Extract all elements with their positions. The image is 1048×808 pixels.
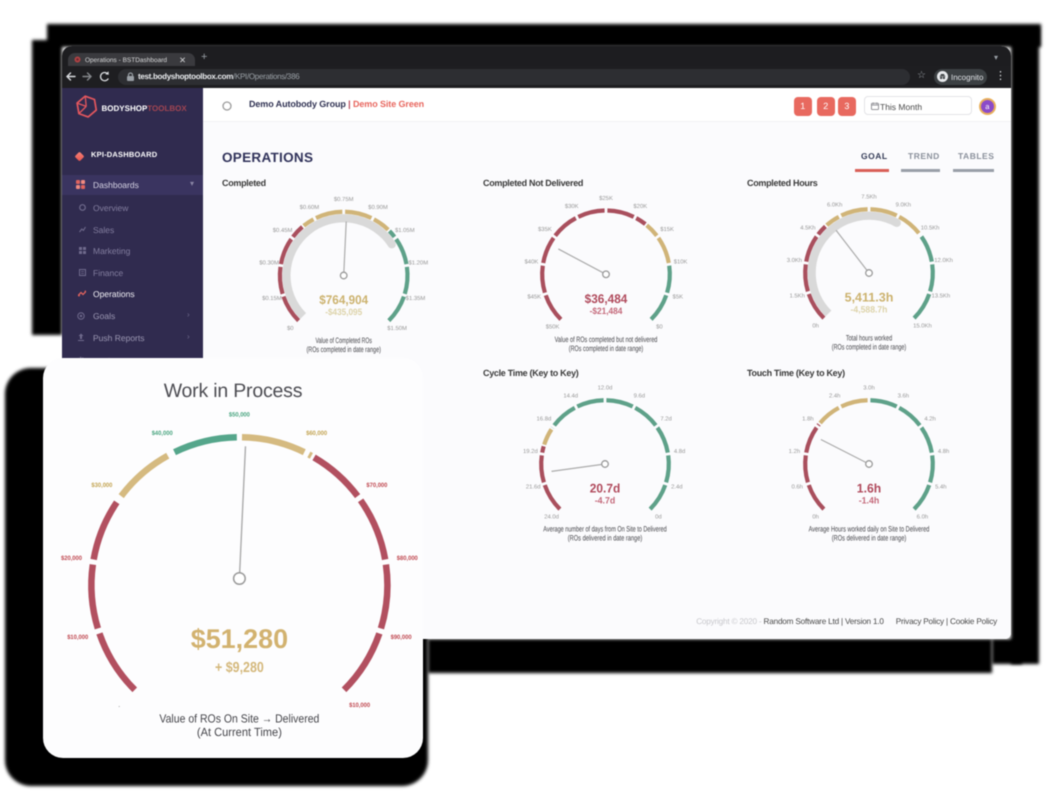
svg-text:1.2h: 1.2h — [789, 448, 800, 455]
svg-text:Average number of days from On: Average number of days from On Site to D… — [543, 525, 666, 534]
svg-text:6.0Kh: 6.0Kh — [827, 202, 842, 209]
svg-text:-$435,095: -$435,095 — [325, 307, 362, 317]
svg-text:12.0d: 12.0d — [598, 385, 613, 392]
svg-text:2.4d: 2.4d — [671, 483, 682, 490]
svg-text:$40K: $40K — [525, 259, 539, 266]
svg-text:9.6d: 9.6d — [634, 393, 645, 400]
svg-text:$0.90M: $0.90M — [368, 204, 388, 211]
svg-text:5.4h: 5.4h — [935, 483, 946, 490]
svg-text:$0.45M: $0.45M — [273, 227, 293, 234]
svg-text:12.0Kh: 12.0Kh — [934, 257, 953, 264]
svg-text:(ROs completed in date range): (ROs completed in date range) — [569, 344, 644, 353]
svg-text:$50K: $50K — [546, 324, 560, 331]
svg-text:0h: 0h — [812, 322, 819, 329]
svg-text:$0.30M: $0.30M — [259, 260, 279, 267]
svg-text:5,411.3h: 5,411.3h — [845, 291, 894, 305]
svg-text:$25K: $25K — [599, 195, 613, 202]
svg-text:1.5Kh: 1.5Kh — [789, 292, 804, 299]
svg-text:$1.35M: $1.35M — [406, 295, 426, 302]
svg-text:Value of ROs On Site → Deliver: Value of ROs On Site → Delivered — [159, 712, 319, 726]
svg-text:(ROs delivered in date range): (ROs delivered in date range) — [568, 534, 643, 543]
svg-text:$5K: $5K — [673, 294, 684, 301]
svg-text:$36,484: $36,484 — [585, 292, 628, 306]
svg-text:$0: $0 — [656, 324, 663, 331]
svg-text:4.8h: 4.8h — [938, 448, 949, 455]
svg-text:Total hours worked: Total hours worked — [846, 334, 892, 343]
svg-text:$35K: $35K — [538, 226, 552, 233]
svg-text:(At Current Time): (At Current Time) — [197, 725, 282, 739]
svg-text:$0.75M: $0.75M — [334, 196, 354, 203]
svg-text:$10,000: $10,000 — [349, 702, 371, 709]
svg-text:-$21,484: -$21,484 — [590, 306, 624, 316]
svg-text:0.6h: 0.6h — [791, 483, 802, 490]
svg-text:4.8d: 4.8d — [674, 448, 685, 455]
svg-text:$1.50M: $1.50M — [387, 325, 407, 332]
svg-text:21.6d: 21.6d — [526, 483, 541, 490]
svg-text:$0: $0 — [287, 325, 294, 332]
svg-text:(ROs completed in date range): (ROs completed in date range) — [832, 343, 907, 352]
svg-text:3.0h: 3.0h — [863, 385, 874, 392]
svg-text:7.5Kh: 7.5Kh — [861, 194, 876, 201]
svg-text:$51,280: $51,280 — [191, 624, 288, 654]
svg-text:+ $9,280: + $9,280 — [215, 660, 264, 676]
svg-text:3.6h: 3.6h — [898, 393, 909, 400]
svg-text:-4.7d: -4.7d — [595, 496, 616, 506]
svg-text:6.0h: 6.0h — [917, 513, 928, 520]
svg-text:0d: 0d — [655, 513, 662, 520]
svg-text:$0.15M: $0.15M — [262, 295, 282, 302]
svg-text:$1.05M: $1.05M — [395, 227, 415, 234]
svg-text:$20K: $20K — [633, 203, 647, 210]
svg-text:$80,000: $80,000 — [397, 555, 419, 562]
svg-text:$30,000: $30,000 — [91, 482, 113, 489]
svg-text:-1.4h: -1.4h — [859, 496, 880, 506]
svg-text:-4,588.7h: -4,588.7h — [851, 305, 888, 315]
svg-text:(ROs delivered in date range): (ROs delivered in date range) — [832, 534, 907, 543]
svg-text:3.0Kh: 3.0Kh — [787, 257, 802, 264]
svg-text:16.8d: 16.8d — [537, 416, 552, 423]
svg-text:20.7d: 20.7d — [590, 482, 621, 496]
svg-text:10.5Kh: 10.5Kh — [921, 225, 940, 232]
svg-text:1.8h: 1.8h — [802, 416, 813, 423]
svg-text:1.6h: 1.6h — [857, 482, 881, 496]
svg-text:(ROs completed in date range): (ROs completed in date range) — [306, 345, 381, 354]
svg-text:$0.60M: $0.60M — [300, 204, 320, 211]
svg-text:Value of ROs completed but not: Value of ROs completed but not delivered — [555, 335, 658, 344]
svg-text:.: . — [118, 702, 120, 709]
svg-text:15.0Kh: 15.0Kh — [913, 322, 932, 329]
svg-text:14.4d: 14.4d — [563, 393, 578, 400]
svg-text:0h: 0h — [812, 513, 819, 520]
svg-text:$1.20M: $1.20M — [408, 260, 428, 267]
svg-text:$20,000: $20,000 — [61, 555, 83, 562]
svg-text:$50,000: $50,000 — [229, 412, 251, 419]
svg-text:$764,904: $764,904 — [319, 293, 368, 307]
svg-text:$10K: $10K — [674, 259, 688, 266]
svg-text:13.5Kh: 13.5Kh — [931, 292, 950, 299]
svg-text:Value of Completed ROs: Value of Completed ROs — [315, 336, 372, 345]
svg-text:$10,000: $10,000 — [67, 634, 89, 641]
svg-text:$70,000: $70,000 — [366, 482, 388, 489]
svg-text:24.0d: 24.0d — [544, 513, 559, 520]
svg-text:Average Hours worked daily on: Average Hours worked daily on Site to De… — [809, 525, 930, 534]
svg-text:4.2h: 4.2h — [924, 416, 935, 423]
svg-text:$90,000: $90,000 — [391, 634, 413, 641]
svg-text:19.2d: 19.2d — [523, 448, 538, 455]
svg-text:4.5Kh: 4.5Kh — [800, 225, 815, 232]
svg-text:$15K: $15K — [660, 226, 674, 233]
svg-text:$60,000: $60,000 — [306, 430, 328, 437]
svg-text:7.2d: 7.2d — [660, 416, 671, 423]
svg-text:$40,000: $40,000 — [152, 430, 174, 437]
svg-text:9.0Kh: 9.0Kh — [896, 202, 911, 209]
svg-text:$30K: $30K — [565, 203, 579, 210]
svg-text:$45K: $45K — [527, 294, 541, 301]
svg-text:2.4h: 2.4h — [829, 393, 840, 400]
